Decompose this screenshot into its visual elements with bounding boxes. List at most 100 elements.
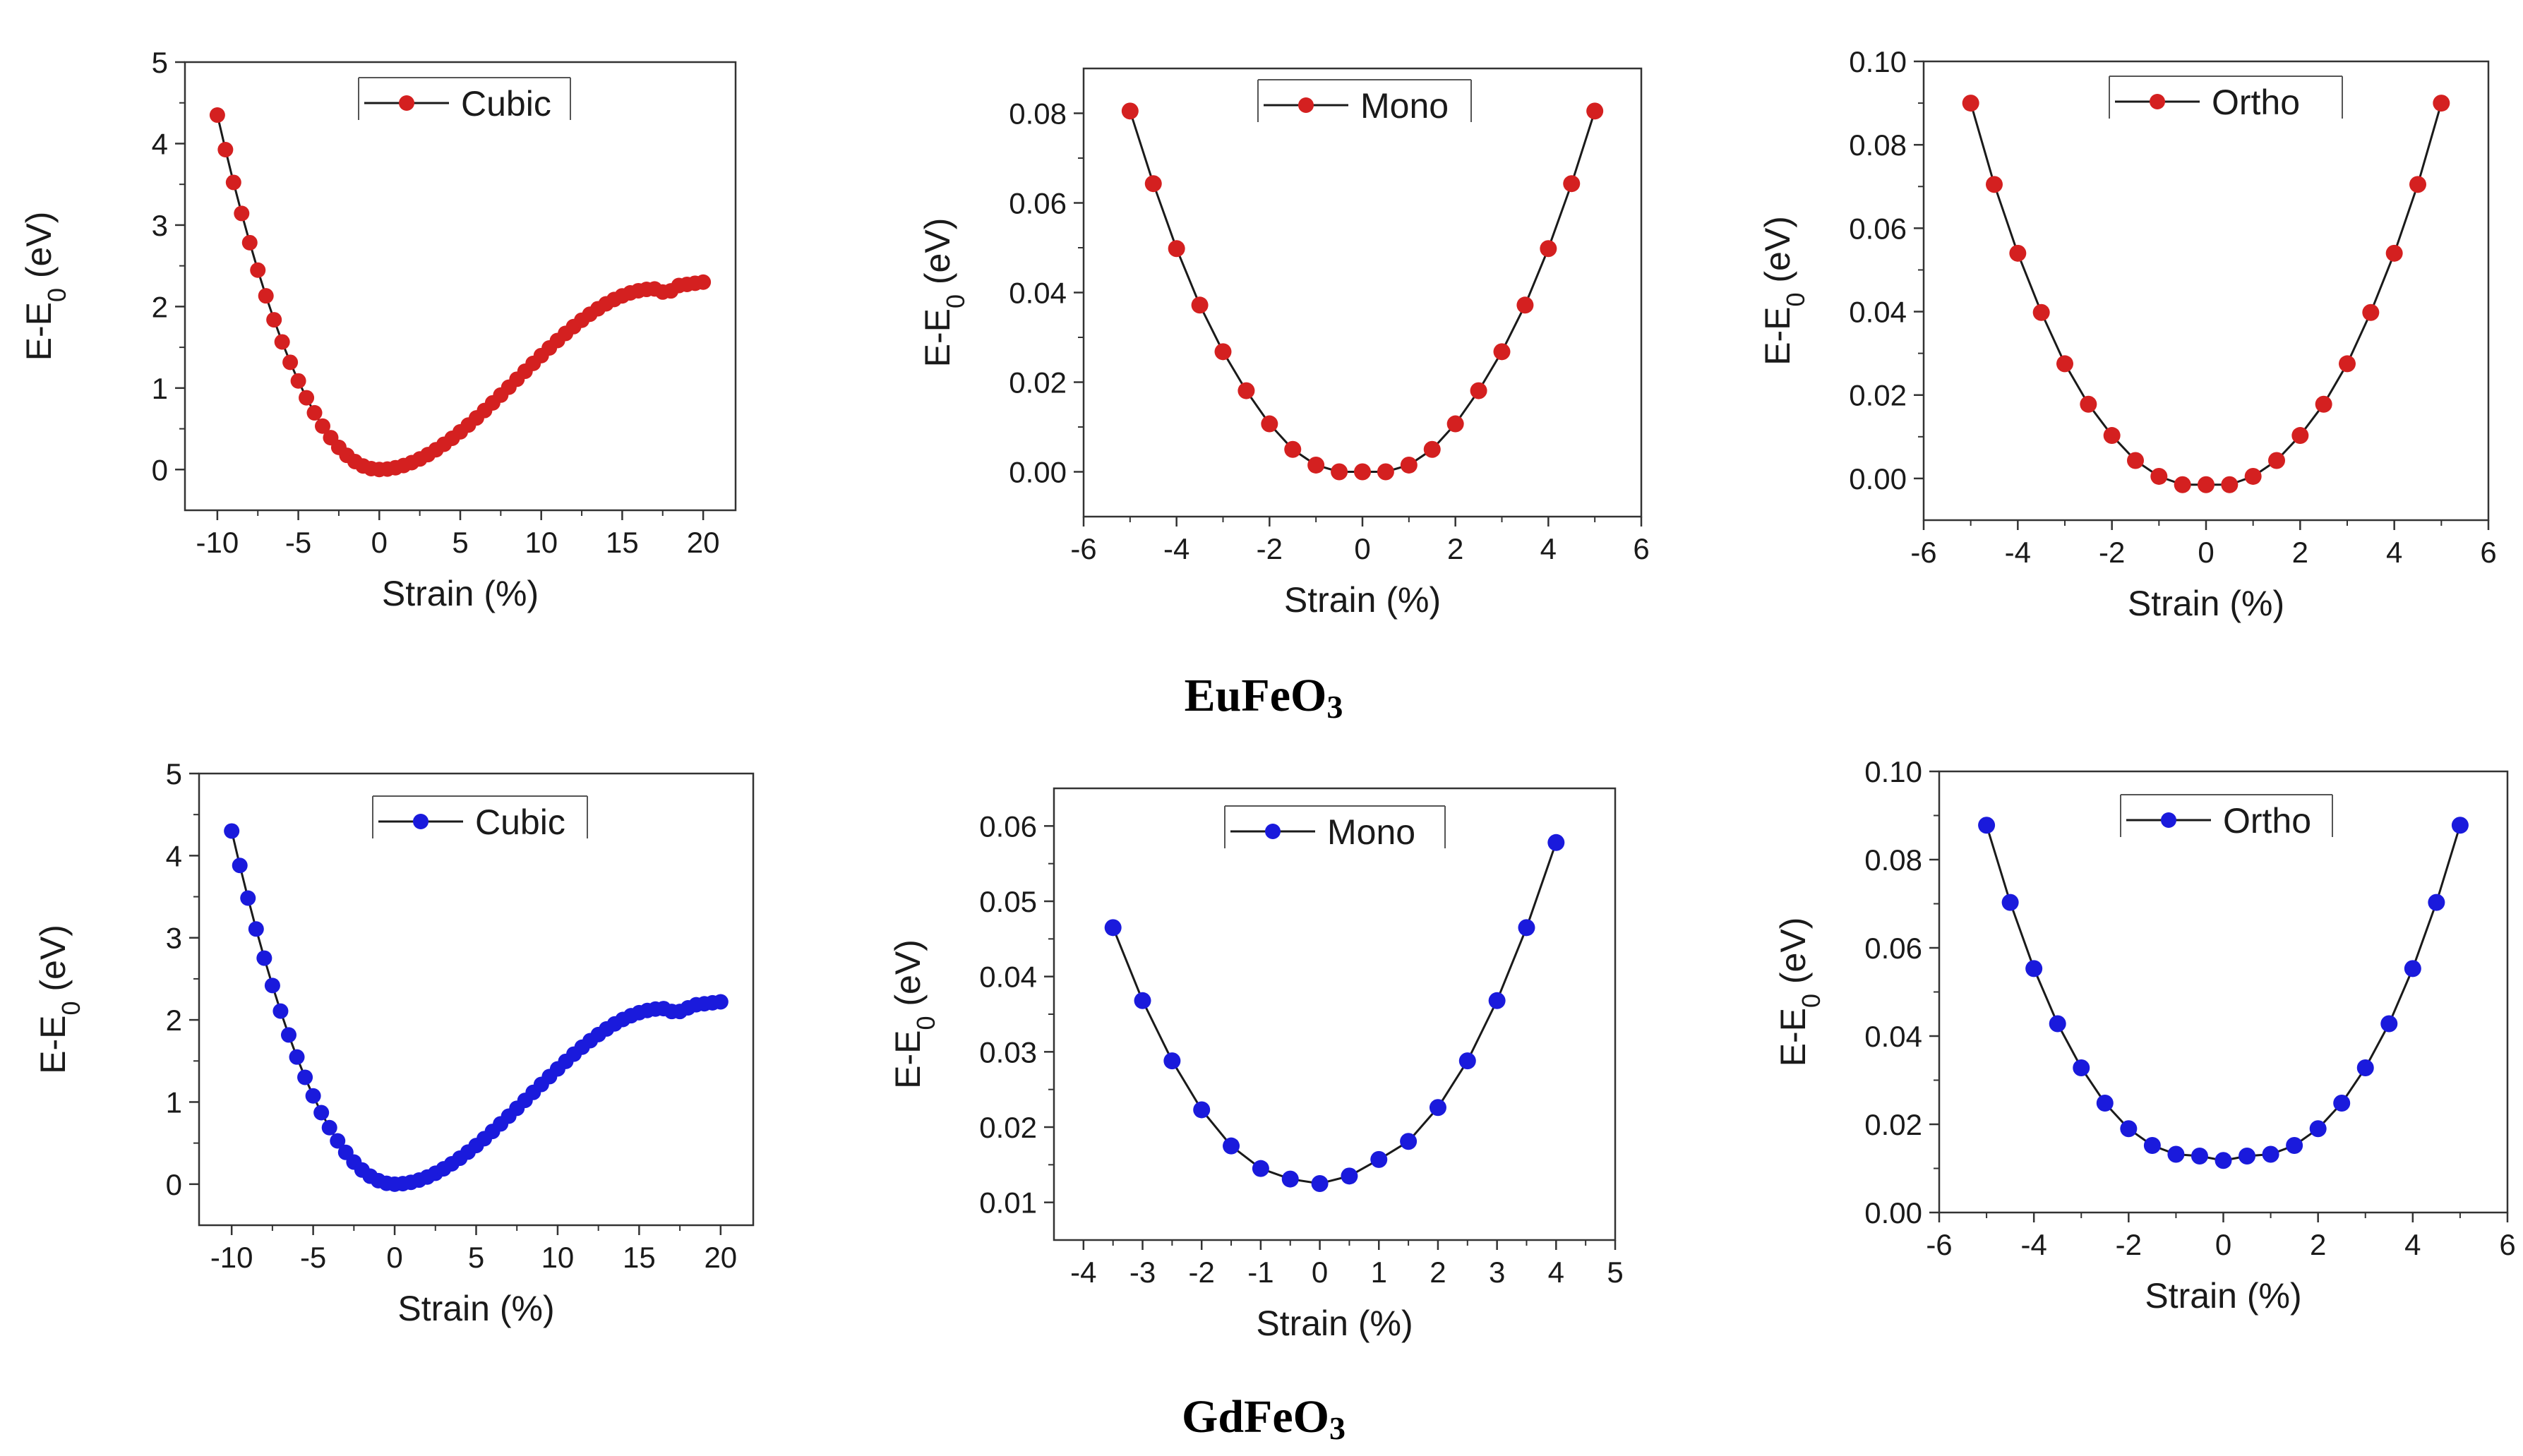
x-tick-label: -10 xyxy=(210,1241,253,1274)
x-axis-label: Strain (%) xyxy=(1284,580,1441,620)
legend-label: Ortho xyxy=(2223,801,2311,841)
x-tick-label: 3 xyxy=(1489,1256,1505,1289)
x-tick-label: -2 xyxy=(1189,1256,1215,1289)
data-point xyxy=(290,373,306,389)
data-point xyxy=(1311,1175,1329,1192)
data-point xyxy=(1214,343,1232,361)
data-point xyxy=(1986,176,2003,193)
data-point xyxy=(305,1088,321,1104)
data-point xyxy=(2001,894,2019,911)
x-tick-label: 6 xyxy=(2480,536,2496,569)
data-point xyxy=(289,1049,305,1065)
y-tick-label: 0.00 xyxy=(1849,462,1907,495)
data-point xyxy=(2073,1059,2090,1076)
x-tick-label: 6 xyxy=(2499,1228,2515,1261)
data-point xyxy=(2244,467,2262,485)
legend: Mono xyxy=(1224,805,1446,852)
x-tick-label: 2 xyxy=(1430,1256,1446,1289)
data-point xyxy=(1261,415,1278,433)
data-point xyxy=(1516,296,1534,314)
data-point xyxy=(1193,1101,1211,1119)
data-point xyxy=(2428,894,2445,911)
data-point xyxy=(1377,463,1394,481)
x-tick-label: 5 xyxy=(468,1241,484,1274)
data-point xyxy=(282,354,299,371)
data-point xyxy=(2262,1145,2279,1163)
x-tick-label: -4 xyxy=(1163,532,1189,565)
legend-label: Mono xyxy=(1327,812,1415,852)
y-tick-label: 5 xyxy=(166,757,182,790)
x-tick-label: -3 xyxy=(1129,1256,1156,1289)
data-point xyxy=(280,1027,296,1043)
y-tick-label: 0.01 xyxy=(979,1186,1037,1220)
legend-label: Mono xyxy=(1360,86,1449,126)
data-point xyxy=(297,1069,313,1085)
group-title-eufeo3: EuFeO3 xyxy=(1185,669,1343,725)
data-point xyxy=(2409,176,2426,193)
y-tick-label: 0.04 xyxy=(979,961,1037,994)
data-point xyxy=(1223,1137,1240,1155)
data-point xyxy=(712,994,729,1010)
legend-marker xyxy=(2150,94,2165,109)
y-axis-label: E-E0 (eV) xyxy=(1773,917,1826,1067)
y-axis-label: E-E0 (eV) xyxy=(19,212,71,361)
y-axis-label: E-E0 (eV) xyxy=(888,939,940,1089)
y-tick-label: 0.02 xyxy=(979,1111,1037,1144)
group-title-sub: 3 xyxy=(1329,1410,1346,1446)
x-tick-label: -5 xyxy=(300,1241,326,1274)
x-tick-label: 4 xyxy=(1548,1256,1564,1289)
legend-marker xyxy=(399,95,414,111)
data-point xyxy=(232,858,248,874)
legend: Cubic xyxy=(358,77,571,124)
x-tick-label: 6 xyxy=(1633,532,1649,565)
y-tick-label: 0.06 xyxy=(979,810,1037,843)
chart-eu-ortho: -6 -4 -2 0 2 4 6 0.00 0.02 0.04 0.06 0.08 0.10 Strain… xyxy=(1758,45,2497,623)
y-tick-label: 0.03 xyxy=(979,1035,1037,1069)
data-point xyxy=(2309,1120,2327,1138)
x-tick-label: 0 xyxy=(386,1241,402,1274)
data-point xyxy=(2009,244,2027,262)
data-point xyxy=(225,174,241,191)
data-point xyxy=(264,977,280,994)
data-point xyxy=(1284,440,1302,458)
y-tick-label: 2 xyxy=(166,1004,182,1037)
data-point xyxy=(1252,1160,1269,1177)
data-point xyxy=(224,823,240,839)
data-point xyxy=(2150,467,2168,485)
x-tick-label: -10 xyxy=(196,526,239,559)
series-line-mono xyxy=(1112,842,1557,1185)
x-axis-label: Strain (%) xyxy=(382,574,539,613)
x-tick-label: -4 xyxy=(1070,1256,1096,1289)
x-tick-label: 20 xyxy=(704,1241,737,1274)
data-point xyxy=(2221,476,2239,493)
y-axis-label: E-E0 (eV) xyxy=(33,925,85,1074)
data-point xyxy=(2174,476,2191,493)
y-tick-label: 0.06 xyxy=(1009,187,1067,220)
y-tick-label: 0.05 xyxy=(979,885,1037,918)
group-title-sub: 3 xyxy=(1326,689,1343,725)
data-point xyxy=(2380,1015,2398,1033)
data-point xyxy=(2143,1137,2161,1154)
data-point xyxy=(2333,1095,2351,1112)
data-point xyxy=(1144,175,1162,193)
data-point xyxy=(274,334,290,350)
legend-marker xyxy=(413,814,429,829)
x-tick-label: -6 xyxy=(1926,1228,1952,1261)
x-tick-label: -2 xyxy=(2116,1228,2142,1261)
legend: Ortho xyxy=(2120,794,2333,841)
data-point xyxy=(1354,463,1371,481)
y-tick-label: 0.04 xyxy=(1009,277,1067,310)
y-tick-label: 0.08 xyxy=(1864,843,1922,877)
x-tick-label: 10 xyxy=(525,526,558,559)
x-axis-label: Strain (%) xyxy=(2128,584,2284,623)
data-point xyxy=(2239,1148,2256,1165)
data-point xyxy=(2167,1145,2185,1163)
y-tick-label: 0.10 xyxy=(1849,45,1907,78)
data-point xyxy=(2032,303,2050,321)
data-point xyxy=(1331,463,1348,481)
data-point xyxy=(2339,355,2356,373)
x-tick-label: 0 xyxy=(2198,536,2214,569)
data-point xyxy=(1446,415,1464,433)
y-tick-label: 0.06 xyxy=(1864,932,1922,965)
